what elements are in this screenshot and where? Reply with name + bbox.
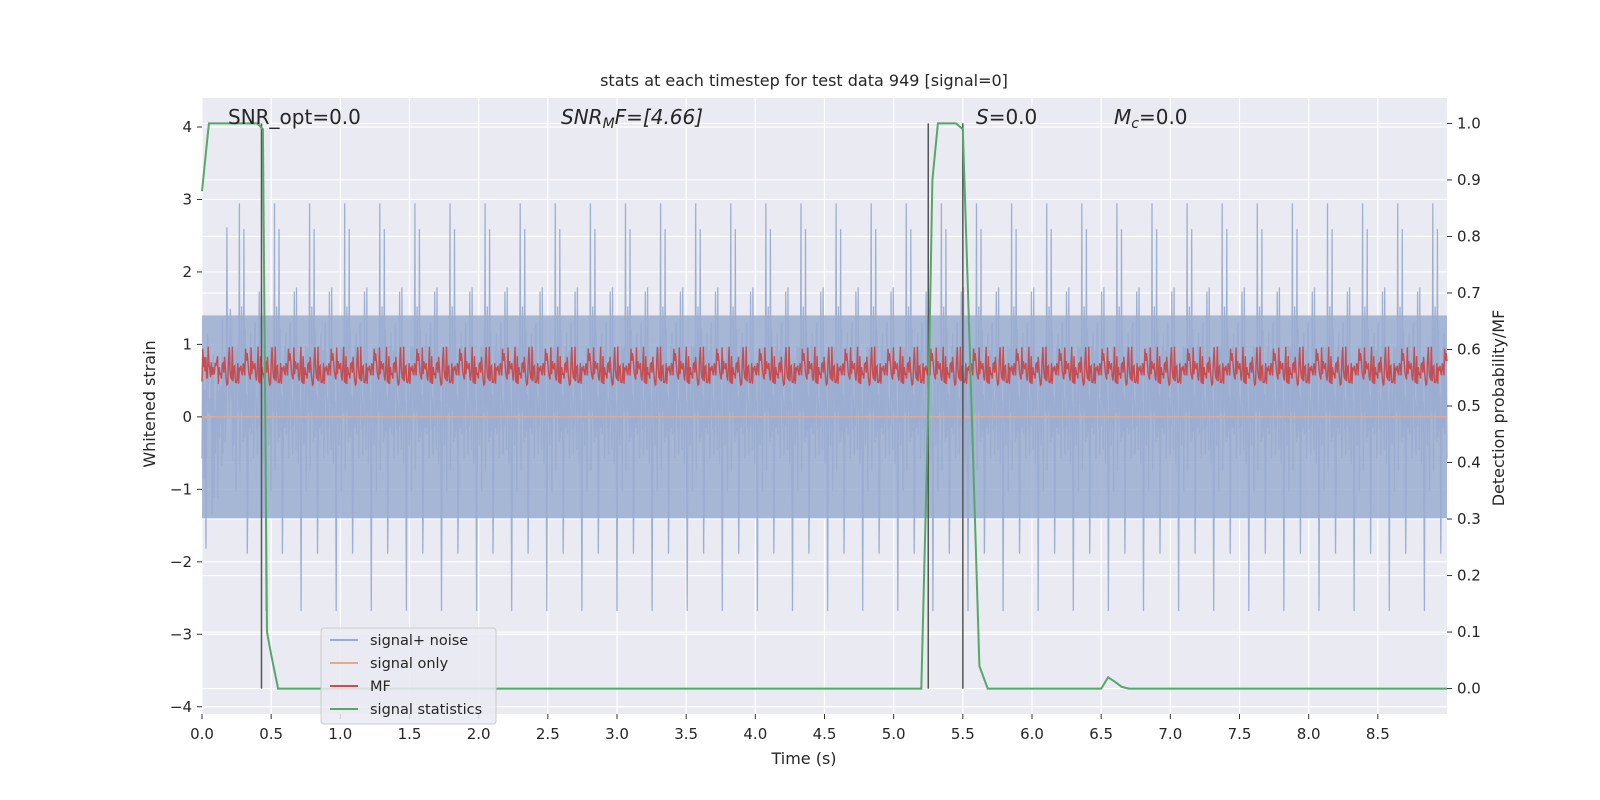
y2-tick-label: 1.0 [1457, 114, 1481, 132]
x-axis-label: Time (s) [770, 749, 836, 768]
x-tick-label: 4.0 [743, 725, 767, 743]
x-tick-label: 3.0 [605, 725, 629, 743]
x-tick-label: 1.0 [328, 725, 352, 743]
legend-label-signal-statistics: signal statistics [370, 702, 482, 718]
series-mf [201, 346, 1448, 387]
chart-title: stats at each timestep for test data 949… [600, 71, 1008, 90]
annotation-snr-opt: SNR_opt=0.0 [228, 105, 361, 129]
y-tick-label: −3 [170, 625, 192, 643]
annotation-snr-mf: SNRMF=[4.66] [561, 105, 703, 132]
legend: signal+ noise signal only MF signal stat… [320, 627, 497, 725]
y2-tick-label: 0.4 [1457, 454, 1481, 472]
y2-tick-label: 0.7 [1457, 284, 1481, 302]
y2-tick-label: 0.0 [1457, 680, 1481, 698]
y-ticks: 4 3 2 1 0 −1 −2 −3 −4 [170, 118, 202, 716]
y2-tick-label: 0.5 [1457, 397, 1481, 415]
series-signal-statistics [201, 122, 1447, 690]
y2-tick-label: 0.3 [1457, 510, 1481, 528]
y-tick-label: −4 [170, 698, 192, 716]
y-tick-label: −2 [170, 553, 192, 571]
x-tick-label: 0.5 [259, 725, 283, 743]
x-tick-label: 6.5 [1089, 725, 1113, 743]
y-tick-label: −1 [170, 480, 192, 498]
y-tick-label: 3 [182, 190, 192, 208]
x-tick-label: 2.5 [536, 725, 560, 743]
x-tick-label: 5.0 [882, 725, 906, 743]
y2-tick-label: 0.2 [1457, 567, 1481, 585]
y-axis-label: Whitened strain [140, 340, 159, 467]
x-tick-label: 5.5 [951, 725, 975, 743]
x-tick-label: 7.0 [1158, 725, 1182, 743]
y2-tick-label: 0.1 [1457, 623, 1481, 641]
y-tick-label: 4 [182, 118, 192, 136]
y2-tick-label: 0.9 [1457, 171, 1481, 189]
legend-box [320, 627, 497, 725]
x-tick-label: 2.0 [467, 725, 491, 743]
x-tick-label: 1.5 [398, 725, 422, 743]
x-tick-label: 6.0 [1020, 725, 1044, 743]
y-tick-label: 2 [182, 263, 192, 281]
annotation-s: S=0.0 [976, 105, 1037, 129]
y2-tick-label: 0.8 [1457, 227, 1481, 245]
y2-ticks: 1.0 0.9 0.8 0.7 0.6 0.5 0.4 0.3 0.2 0.1 0.0 [1447, 114, 1481, 698]
y2-axis-label: Detection probability/MF [1489, 310, 1508, 507]
y-tick-label: 1 [182, 335, 192, 353]
x-tick-label: 8.5 [1366, 725, 1390, 743]
x-tick-label: 4.5 [813, 725, 837, 743]
legend-label-signal-only: signal only [370, 656, 449, 672]
legend-label-signal-noise: signal+ noise [370, 633, 468, 649]
x-tick-label: 0.0 [190, 725, 214, 743]
y-tick-label: 0 [182, 408, 192, 426]
y2-tick-label: 0.6 [1457, 340, 1481, 358]
x-ticks: 0.0 0.5 1.0 1.5 2.0 2.5 3.0 3.5 4.0 4.5 5.0 5.5 6.0 6… [190, 714, 1390, 743]
x-tick-label: 8.0 [1297, 725, 1321, 743]
x-tick-label: 7.5 [1228, 725, 1252, 743]
annotation-mc: Mc=0.0 [1114, 105, 1188, 132]
legend-label-mf: MF [370, 679, 391, 695]
x-tick-label: 3.5 [674, 725, 698, 743]
